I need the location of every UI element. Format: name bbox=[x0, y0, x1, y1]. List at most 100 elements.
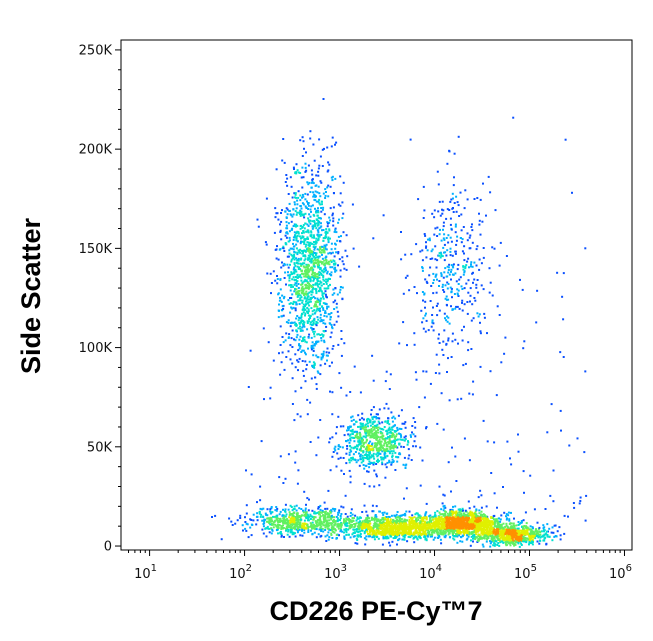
event-point bbox=[398, 442, 401, 445]
event-point bbox=[298, 303, 301, 305]
event-point bbox=[408, 516, 411, 519]
event-point bbox=[319, 226, 322, 229]
event-point bbox=[424, 278, 427, 281]
event-point bbox=[305, 511, 308, 514]
event-point bbox=[393, 430, 396, 432]
event-point bbox=[431, 516, 434, 519]
event-point bbox=[297, 294, 300, 297]
event-point bbox=[322, 330, 325, 332]
event-point bbox=[285, 518, 288, 521]
event-point bbox=[346, 429, 348, 432]
event-point bbox=[365, 457, 368, 460]
event-point bbox=[290, 228, 293, 231]
event-point bbox=[448, 150, 451, 153]
event-point bbox=[343, 519, 345, 522]
event-point bbox=[294, 535, 297, 538]
event-point bbox=[288, 252, 291, 255]
event-point bbox=[295, 291, 298, 294]
event-point bbox=[468, 533, 471, 536]
event-point bbox=[412, 445, 415, 448]
event-point bbox=[286, 255, 289, 258]
event-point bbox=[285, 217, 288, 219]
event-point bbox=[285, 283, 287, 286]
event-point bbox=[440, 275, 443, 278]
event-point bbox=[304, 274, 307, 277]
event-point bbox=[285, 332, 288, 335]
event-point bbox=[368, 431, 371, 434]
event-point bbox=[392, 440, 395, 443]
event-point bbox=[447, 357, 449, 360]
event-point bbox=[319, 524, 322, 527]
event-point bbox=[328, 514, 331, 517]
event-point bbox=[291, 302, 294, 305]
event-point bbox=[275, 509, 278, 512]
event-point bbox=[354, 434, 357, 437]
event-point bbox=[454, 338, 457, 341]
event-point bbox=[350, 508, 353, 511]
event-point bbox=[469, 287, 472, 290]
event-point bbox=[284, 210, 287, 213]
event-point bbox=[488, 524, 491, 527]
event-point bbox=[462, 268, 465, 271]
event-point bbox=[376, 437, 378, 440]
event-point bbox=[304, 254, 307, 257]
event-point bbox=[268, 531, 271, 534]
event-point bbox=[370, 413, 372, 416]
event-point bbox=[391, 434, 394, 437]
event-point bbox=[300, 279, 303, 282]
event-point bbox=[283, 277, 286, 279]
event-point bbox=[266, 527, 269, 530]
event-point bbox=[415, 530, 418, 533]
event-point bbox=[334, 529, 337, 532]
event-point bbox=[424, 330, 427, 333]
event-point bbox=[293, 263, 296, 265]
event-point bbox=[299, 224, 302, 227]
event-point bbox=[446, 265, 449, 268]
event-point bbox=[311, 178, 314, 181]
event-point bbox=[421, 291, 424, 293]
event-point bbox=[312, 279, 315, 282]
event-point bbox=[296, 413, 299, 416]
event-point bbox=[301, 136, 304, 139]
event-point bbox=[345, 234, 348, 237]
event-point bbox=[336, 310, 339, 313]
event-point bbox=[285, 513, 288, 516]
event-point bbox=[424, 522, 426, 525]
event-point bbox=[337, 448, 340, 450]
event-point bbox=[277, 532, 279, 535]
event-point bbox=[379, 449, 382, 452]
event-point bbox=[372, 455, 375, 458]
event-point bbox=[312, 195, 315, 198]
event-point bbox=[322, 307, 325, 310]
event-point bbox=[302, 320, 305, 322]
event-point bbox=[325, 260, 328, 263]
event-point bbox=[371, 432, 374, 435]
event-point bbox=[287, 530, 290, 533]
event-point bbox=[342, 457, 345, 459]
event-point bbox=[321, 522, 324, 525]
event-point bbox=[318, 202, 321, 205]
event-point bbox=[366, 524, 369, 527]
event-point bbox=[340, 505, 343, 508]
event-point bbox=[307, 274, 310, 277]
event-point bbox=[398, 427, 401, 430]
event-point bbox=[325, 191, 327, 193]
event-point bbox=[282, 245, 285, 248]
event-point bbox=[285, 207, 288, 210]
event-point bbox=[476, 279, 479, 281]
event-point bbox=[368, 460, 371, 463]
event-point bbox=[293, 203, 296, 206]
event-point bbox=[491, 294, 494, 297]
event-point bbox=[307, 225, 310, 227]
event-point bbox=[330, 522, 332, 525]
event-point bbox=[330, 528, 333, 531]
event-point bbox=[299, 294, 302, 297]
event-point bbox=[401, 538, 404, 541]
event-point bbox=[312, 253, 315, 256]
event-point bbox=[443, 243, 446, 246]
event-point bbox=[382, 428, 385, 431]
event-point bbox=[288, 524, 291, 527]
event-point bbox=[340, 524, 343, 527]
event-point bbox=[357, 425, 359, 428]
event-point bbox=[376, 444, 379, 447]
